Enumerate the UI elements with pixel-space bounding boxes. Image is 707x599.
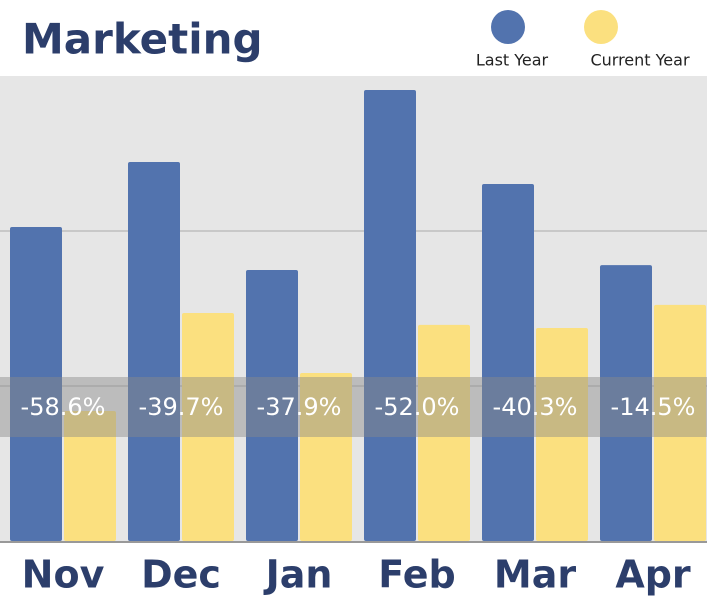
change-label: -52.0% — [375, 393, 460, 421]
legend-label: Current Year — [590, 51, 689, 70]
bar — [128, 162, 180, 541]
label-band — [0, 377, 707, 437]
plot-background — [0, 76, 707, 541]
x-tick-label: Feb — [378, 553, 455, 597]
legend: Last Year Current Year — [476, 10, 690, 70]
bar — [364, 89, 416, 541]
x-tick-label: Apr — [615, 553, 691, 597]
change-label: -58.6% — [21, 393, 106, 421]
bar — [300, 372, 352, 541]
plot: Nov Dec Jan Feb Mar Apr -58.6% -39.7% -37.9% -52.… — [0, 89, 707, 597]
change-label: -37.9% — [257, 393, 342, 421]
bar — [654, 304, 706, 541]
x-tick-label: Mar — [494, 553, 576, 597]
bar — [182, 312, 234, 541]
bar — [64, 410, 116, 541]
change-label: -40.3% — [493, 393, 578, 421]
x-tick-label: Dec — [141, 553, 221, 597]
change-label: -14.5% — [611, 393, 696, 421]
legend-label: Last Year — [476, 51, 549, 70]
legend-marker — [584, 10, 618, 44]
legend-marker — [491, 10, 525, 44]
chart-title: Marketing — [22, 15, 263, 64]
bar — [600, 265, 652, 541]
bar — [482, 184, 534, 541]
bar — [536, 328, 588, 541]
x-tick-label: Jan — [263, 553, 333, 597]
bar — [10, 226, 62, 541]
change-label: -39.7% — [139, 393, 224, 421]
bar — [418, 324, 470, 541]
bar — [246, 270, 298, 541]
x-tick-label: Nov — [22, 553, 105, 597]
